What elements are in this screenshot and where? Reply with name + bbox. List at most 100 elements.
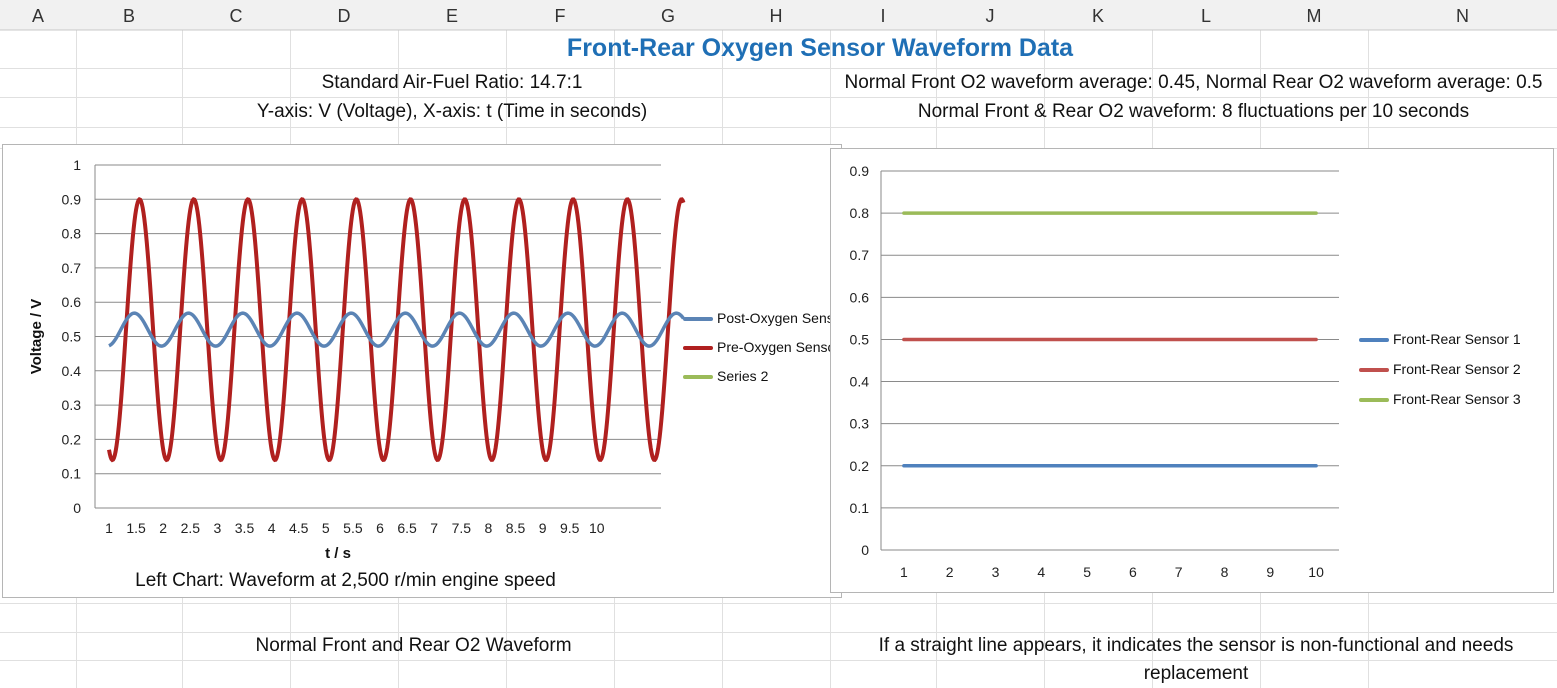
legend-swatch [683, 375, 713, 380]
x-tick-label: 1 [900, 564, 908, 580]
column-header-N: N [1456, 6, 1469, 26]
right-chart-svg: 0 0.1 0.2 0.3 0.4 0.5 0.6 0.7 0.8 0.9 1 2 3 4 5 6 7 8 9 10 [850, 163, 1339, 580]
legend-label: Front-Rear Sensor 1 [1393, 331, 1521, 347]
y-tick-label: 0.7 [850, 247, 870, 263]
column-header-E: E [446, 6, 458, 26]
column-header-L: L [1201, 6, 1211, 26]
x-axis-label: t / s [325, 545, 351, 562]
legend-item-fr1: Front-Rear Sensor 1 [1359, 330, 1521, 348]
column-header-J: J [986, 6, 995, 26]
y-tick-label: 0.8 [850, 205, 870, 221]
y-tick-label: 1 [73, 157, 81, 173]
legend-swatch [1359, 338, 1389, 343]
legend-item-post-oxygen: Post-Oxygen Sensor [683, 309, 846, 327]
y-tick-label: 0.6 [850, 289, 870, 305]
left-chart-svg: 0 0.1 0.2 0.3 0.4 0.5 0.6 0.7 0.8 0.9 1 1 1.5 2 2.5 3 3.… [28, 157, 686, 562]
x-tick-label: 2 [159, 520, 167, 536]
y-tick-label: 0.1 [62, 466, 82, 482]
legend-label: Series 2 [717, 368, 769, 384]
y-tick-label: 0.5 [850, 331, 870, 347]
y-tick-label: 0.1 [850, 500, 870, 516]
left-waveform-chart[interactable]: 0 0.1 0.2 0.3 0.4 0.5 0.6 0.7 0.8 0.9 1 1 1.5 2 2.5 3 3.… [2, 144, 846, 598]
legend-item-pre-oxygen: Pre-Oxygen Sensor [683, 338, 840, 356]
x-tick-label: 5.5 [343, 520, 363, 536]
legend-item-fr2: Front-Rear Sensor 2 [1359, 360, 1521, 378]
x-tick-label: 8 [485, 520, 493, 536]
pre-oxygen-sensor-line [107, 196, 686, 463]
x-tick-label: 7 [1175, 564, 1183, 580]
x-tick-label: 6 [1129, 564, 1137, 580]
x-tick-label: 2 [946, 564, 954, 580]
x-tick-label: 9 [539, 520, 547, 536]
x-tick-label: 9.5 [560, 520, 580, 536]
column-header-C: C [230, 6, 243, 26]
column-header-B: B [123, 6, 135, 26]
y-tick-label: 0.2 [850, 458, 870, 474]
legend-swatch [1359, 368, 1389, 373]
x-tick-label: 9 [1266, 564, 1274, 580]
y-tick-label: 0.7 [62, 260, 82, 276]
column-header-G: G [661, 6, 675, 26]
legend-swatch [1359, 398, 1389, 403]
fluctuation-note: Normal Front & Rear O2 waveform: 8 fluct… [917, 101, 1470, 122]
normal-waveform-caption: Normal Front and Rear O2 Waveform [255, 635, 572, 656]
x-tick-label: 2.5 [181, 520, 201, 536]
left-chart-caption: Left Chart: Waveform at 2,500 r/min engi… [135, 570, 556, 591]
y-tick-label: 0.3 [850, 416, 870, 432]
legend-item-series-2: Series 2 [683, 367, 768, 385]
y-tick-label: 0 [73, 500, 81, 516]
x-tick-label: 3 [214, 520, 222, 536]
right-legend: Front-Rear Sensor 1 Front-Rear Sensor 2 … [1359, 330, 1549, 410]
column-header-H: H [770, 6, 783, 26]
afr-note: Standard Air-Fuel Ratio: 14.7:1 [321, 72, 583, 93]
x-tick-label: 4.5 [289, 520, 309, 536]
y-tick-label: 0 [861, 542, 869, 558]
x-tick-label: 5 [1083, 564, 1091, 580]
y-axis-label: Voltage / V [28, 299, 45, 375]
x-tick-label: 10 [1308, 564, 1324, 580]
y-tick-label: 0.6 [62, 294, 82, 310]
x-tick-label: 1.5 [126, 520, 146, 536]
y-tick-label: 0.8 [62, 226, 82, 242]
y-tick-label: 0.2 [62, 431, 82, 447]
x-tick-label: 8.5 [506, 520, 526, 536]
legend-label: Front-Rear Sensor 2 [1393, 361, 1521, 377]
legend-label: Front-Rear Sensor 3 [1393, 391, 1521, 407]
y-tick-label: 0.4 [62, 363, 82, 379]
legend-label: Post-Oxygen Sensor [717, 310, 847, 326]
column-header-M: M [1307, 6, 1322, 26]
legend-item-fr3: Front-Rear Sensor 3 [1359, 390, 1521, 408]
sheet-title: Front-Rear Oxygen Sensor Waveform Data [566, 34, 1074, 62]
y-tick-label: 0.3 [62, 397, 82, 413]
right-sensor-chart[interactable]: 0 0.1 0.2 0.3 0.4 0.5 0.6 0.7 0.8 0.9 1 2 3 4 5 6 7 8 9 10 … [830, 148, 1554, 593]
legend-swatch [683, 346, 713, 351]
x-tick-label: 6.5 [397, 520, 417, 536]
y-tick-label: 0.4 [850, 374, 870, 390]
straight-line-caption: If a straight line appears, it indicates… [878, 635, 1514, 684]
column-header-F: F [555, 6, 566, 26]
column-header-bar [0, 0, 1557, 30]
x-tick-label: 1 [105, 520, 113, 536]
post-oxygen-sensor-line [108, 311, 685, 348]
y-tick-label: 0.9 [62, 191, 82, 207]
legend-swatch [683, 317, 713, 322]
x-tick-label: 10 [589, 520, 605, 536]
x-tick-label: 4 [1037, 564, 1045, 580]
left-legend: Post-Oxygen Sensor Pre-Oxygen Sensor Ser… [683, 309, 846, 389]
column-header-D: D [338, 6, 351, 26]
x-tick-label: 3.5 [235, 520, 255, 536]
x-tick-label: 3 [992, 564, 1000, 580]
column-header-I: I [880, 6, 885, 26]
average-note: Normal Front O2 waveform average: 0.45, … [844, 72, 1543, 93]
column-header-K: K [1092, 6, 1104, 26]
x-tick-label: 7 [430, 520, 438, 536]
axes-note: Y-axis: V (Voltage), X-axis: t (Time in … [256, 101, 648, 122]
x-tick-label: 8 [1221, 564, 1229, 580]
x-tick-label: 6 [376, 520, 384, 536]
y-tick-label: 0.9 [850, 163, 870, 179]
column-header-A: A [32, 6, 44, 26]
x-tick-label: 5 [322, 520, 330, 536]
y-tick-label: 0.5 [62, 329, 82, 345]
x-tick-label: 4 [268, 520, 276, 536]
legend-label: Pre-Oxygen Sensor [717, 339, 840, 355]
